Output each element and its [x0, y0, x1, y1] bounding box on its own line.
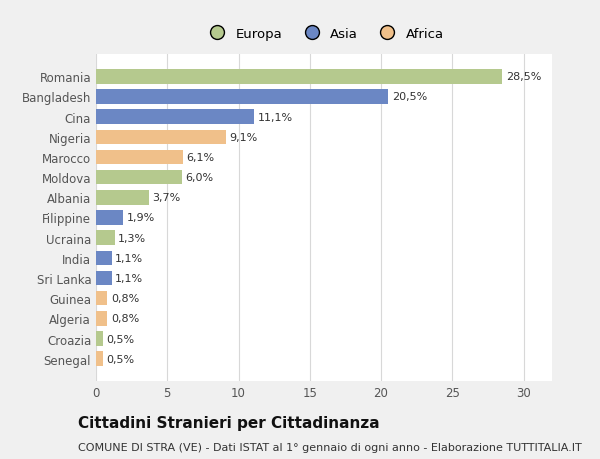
- Legend: Europa, Asia, Africa: Europa, Asia, Africa: [199, 22, 449, 46]
- Text: 6,0%: 6,0%: [185, 173, 213, 183]
- Text: 9,1%: 9,1%: [229, 133, 257, 142]
- Bar: [96, 110, 254, 125]
- Bar: [96, 352, 103, 366]
- Bar: [96, 151, 183, 165]
- Text: 6,1%: 6,1%: [187, 153, 215, 162]
- Bar: [96, 211, 123, 225]
- Text: 3,7%: 3,7%: [152, 193, 181, 203]
- Bar: [96, 311, 107, 326]
- Text: 1,1%: 1,1%: [115, 274, 143, 283]
- Text: 1,3%: 1,3%: [118, 233, 146, 243]
- Text: 20,5%: 20,5%: [392, 92, 427, 102]
- Bar: [96, 171, 182, 185]
- Bar: [96, 90, 388, 105]
- Bar: [96, 331, 103, 346]
- Bar: [96, 231, 115, 246]
- Bar: [96, 130, 226, 145]
- Text: 11,1%: 11,1%: [258, 112, 293, 123]
- Text: 0,5%: 0,5%: [107, 354, 135, 364]
- Bar: [96, 291, 107, 306]
- Bar: [96, 70, 502, 84]
- Text: 0,5%: 0,5%: [107, 334, 135, 344]
- Text: COMUNE DI STRA (VE) - Dati ISTAT al 1° gennaio di ogni anno - Elaborazione TUTTI: COMUNE DI STRA (VE) - Dati ISTAT al 1° g…: [78, 442, 582, 452]
- Text: 1,1%: 1,1%: [115, 253, 143, 263]
- Bar: [96, 190, 149, 205]
- Bar: [96, 251, 112, 265]
- Text: 28,5%: 28,5%: [506, 72, 541, 82]
- Bar: [96, 271, 112, 285]
- Text: Cittadini Stranieri per Cittadinanza: Cittadini Stranieri per Cittadinanza: [78, 415, 380, 431]
- Text: 0,8%: 0,8%: [111, 313, 139, 324]
- Text: 0,8%: 0,8%: [111, 294, 139, 303]
- Text: 1,9%: 1,9%: [127, 213, 155, 223]
